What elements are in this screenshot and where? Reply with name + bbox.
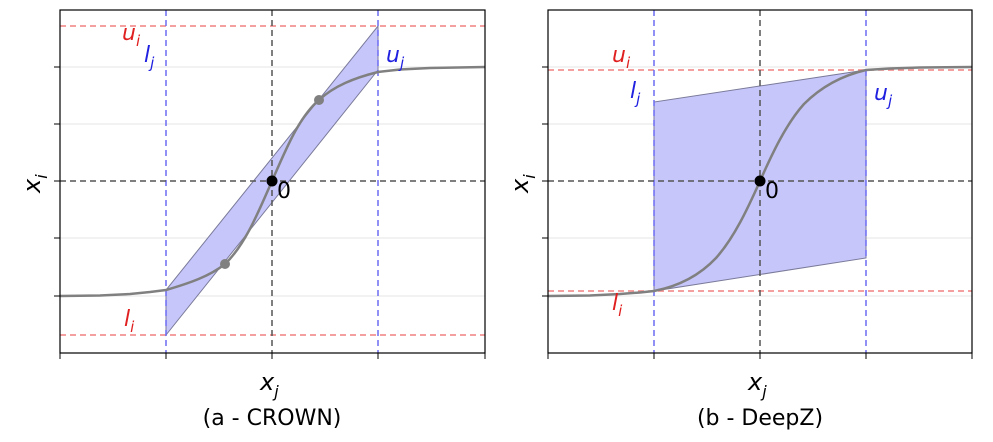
label-lj: lj (630, 79, 641, 108)
label-uj: uj (874, 81, 893, 110)
y-axis-label: xi (506, 174, 539, 194)
label-uj: uj (386, 43, 405, 72)
label-ui: ui (612, 43, 631, 72)
label-li: li (124, 307, 135, 336)
y-axis-label: xi (18, 174, 51, 194)
label-lj: lj (144, 43, 155, 72)
origin-label: 0 (765, 179, 779, 204)
tangent-point-lower (220, 259, 230, 269)
panel-deepz: ui lj uj li 0 xj xi (b - DeepZ) (506, 9, 973, 431)
origin-point (754, 175, 766, 187)
origin-point (266, 175, 278, 187)
origin-label: 0 (277, 179, 291, 204)
x-axis-label: xj (747, 368, 767, 401)
label-li: li (612, 291, 623, 320)
x-ticks (547, 353, 973, 359)
label-ui: ui (122, 21, 141, 50)
panel-crown: ui lj uj li 0 xj xi (a - CROWN) (18, 9, 486, 431)
tangent-point-upper (314, 95, 324, 105)
panel-caption: (b - DeepZ) (697, 406, 823, 431)
y-ticks (54, 66, 60, 297)
panel-caption: (a - CROWN) (203, 406, 342, 431)
y-ticks (542, 66, 548, 297)
x-ticks (59, 353, 486, 359)
x-axis-label: xj (259, 368, 279, 401)
